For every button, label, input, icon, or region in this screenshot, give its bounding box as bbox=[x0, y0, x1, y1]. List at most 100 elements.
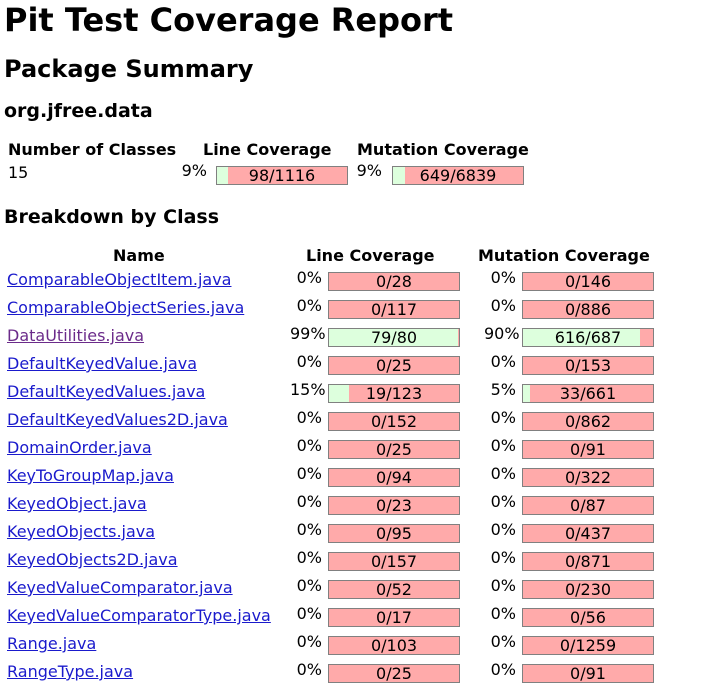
class-link[interactable]: KeyedObjects2D.java bbox=[7, 550, 178, 569]
line-coverage-bar: 0/23 bbox=[328, 496, 460, 515]
table-row: KeyedValueComparator.java 0% 0/52 0% 0/230 bbox=[0, 576, 709, 604]
line-coverage-bar-text: 0/28 bbox=[376, 272, 412, 291]
table-row: ComparableObjectSeries.java 0% 0/117 0% 0/88… bbox=[0, 296, 709, 324]
line-coverage-bar-text: 0/25 bbox=[376, 440, 412, 459]
mutation-coverage-bar-fill bbox=[523, 385, 530, 402]
class-link[interactable]: DomainOrder.java bbox=[7, 438, 152, 457]
mutation-coverage-bar-text: 0/437 bbox=[564, 524, 612, 543]
class-link[interactable]: Range.java bbox=[7, 634, 97, 653]
mutation-coverage-percent: 0% bbox=[490, 576, 516, 595]
class-link[interactable]: KeyToGroupMap.java bbox=[7, 466, 174, 485]
mutation-coverage-bar-text: 616/687 bbox=[554, 328, 622, 347]
line-coverage-percent: 9% bbox=[181, 161, 207, 180]
line-coverage-percent: 0% bbox=[296, 436, 322, 455]
mutation-coverage-bar-text: 0/91 bbox=[570, 440, 606, 459]
line-coverage-percent: 0% bbox=[296, 660, 322, 679]
line-coverage-percent: 0% bbox=[296, 632, 322, 651]
mutation-coverage-bar: 33/661 bbox=[522, 384, 654, 403]
class-link[interactable]: ComparableObjectSeries.java bbox=[7, 298, 245, 317]
line-coverage-percent: 0% bbox=[296, 464, 322, 483]
column-header-line-coverage: Line Coverage bbox=[306, 246, 435, 265]
line-coverage-bar-text: 0/117 bbox=[370, 300, 418, 319]
line-coverage-bar: 0/25 bbox=[328, 664, 460, 683]
package-name: org.jfree.data bbox=[4, 100, 153, 122]
mutation-coverage-percent: 0% bbox=[490, 548, 516, 567]
mutation-coverage-bar-text: 0/146 bbox=[564, 272, 612, 291]
line-coverage-percent: 99% bbox=[290, 324, 326, 343]
mutation-coverage-percent: 0% bbox=[490, 604, 516, 623]
line-coverage-percent: 15% bbox=[290, 380, 326, 399]
table-row: ComparableObjectItem.java 0% 0/28 0% 0/146 bbox=[0, 268, 709, 296]
line-coverage-bar-text: 0/157 bbox=[370, 552, 418, 571]
class-link[interactable]: KeyedObjects.java bbox=[7, 522, 156, 541]
line-coverage-bar: 19/123 bbox=[328, 384, 460, 403]
mutation-coverage-bar-text: 33/661 bbox=[559, 384, 617, 403]
mutation-coverage-bar: 0/862 bbox=[522, 412, 654, 431]
class-link[interactable]: DataUtilities.java bbox=[7, 326, 145, 345]
table-row: DefaultKeyedValue.java 0% 0/25 0% 0/153 bbox=[0, 352, 709, 380]
class-link[interactable]: DefaultKeyedValues2D.java bbox=[7, 410, 228, 429]
mutation-coverage-percent: 5% bbox=[490, 380, 516, 399]
class-link[interactable]: KeyedObject.java bbox=[7, 494, 147, 513]
mutation-coverage-bar: 0/91 bbox=[522, 440, 654, 459]
class-link[interactable]: KeyedValueComparator.java bbox=[7, 578, 233, 597]
table-row: KeyedValueComparatorType.java 0% 0/17 0% 0/5… bbox=[0, 604, 709, 632]
line-coverage-bar-text: 0/152 bbox=[370, 412, 418, 431]
table-row: DefaultKeyedValues.java 15% 19/123 5% 33/661 bbox=[0, 380, 709, 408]
line-coverage-bar: 0/117 bbox=[328, 300, 460, 319]
mutation-coverage-percent: 0% bbox=[490, 408, 516, 427]
breakdown-title: Breakdown by Class bbox=[4, 206, 220, 228]
mutation-coverage-bar: 0/1259 bbox=[522, 636, 654, 655]
table-row: DefaultKeyedValues2D.java 0% 0/152 0% 0/862 bbox=[0, 408, 709, 436]
mutation-coverage-bar-text: 0/862 bbox=[564, 412, 612, 431]
mutation-coverage-percent: 0% bbox=[490, 520, 516, 539]
line-coverage-bar: 0/28 bbox=[328, 272, 460, 291]
table-row: KeyedObjects2D.java 0% 0/157 0% 0/871 bbox=[0, 548, 709, 576]
number-of-classes-value: 15 bbox=[8, 163, 29, 182]
mutation-coverage-percent: 90% bbox=[484, 324, 520, 343]
line-coverage-percent: 0% bbox=[296, 548, 322, 567]
class-link[interactable]: DefaultKeyedValue.java bbox=[7, 354, 198, 373]
mutation-coverage-bar-text: 0/91 bbox=[570, 664, 606, 683]
header-number-of-classes: Number of Classes bbox=[8, 140, 177, 159]
column-header-mutation-coverage: Mutation Coverage bbox=[478, 246, 650, 265]
mutation-coverage-bar-fill bbox=[393, 167, 406, 184]
class-link[interactable]: ComparableObjectItem.java bbox=[7, 270, 232, 289]
mutation-coverage-bar: 649/6839 bbox=[392, 166, 524, 185]
mutation-coverage-bar-text: 0/886 bbox=[564, 300, 612, 319]
line-coverage-bar: 0/95 bbox=[328, 524, 460, 543]
mutation-coverage-bar-text: 0/56 bbox=[570, 608, 606, 627]
line-coverage-bar: 0/17 bbox=[328, 608, 460, 627]
mutation-coverage-percent: 9% bbox=[356, 161, 382, 180]
line-coverage-bar-text: 0/25 bbox=[376, 356, 412, 375]
mutation-coverage-bar: 0/871 bbox=[522, 552, 654, 571]
mutation-coverage-bar-text: 0/871 bbox=[564, 552, 612, 571]
class-link[interactable]: RangeType.java bbox=[7, 662, 134, 681]
mutation-coverage-bar-fill bbox=[523, 329, 640, 346]
mutation-coverage-bar: 0/87 bbox=[522, 496, 654, 515]
line-coverage-bar: 0/25 bbox=[328, 440, 460, 459]
line-coverage-bar: 0/25 bbox=[328, 356, 460, 375]
line-coverage-bar: 0/52 bbox=[328, 580, 460, 599]
table-row: DataUtilities.java 99% 79/80 90% 616/687 bbox=[0, 324, 709, 352]
mutation-coverage-percent: 0% bbox=[490, 268, 516, 287]
line-coverage-bar-text: 0/25 bbox=[376, 664, 412, 683]
line-coverage-percent: 0% bbox=[296, 492, 322, 511]
line-coverage-bar-fill bbox=[329, 385, 349, 402]
mutation-coverage-bar-text: 0/230 bbox=[564, 580, 612, 599]
line-coverage-percent: 0% bbox=[296, 296, 322, 315]
mutation-coverage-percent: 0% bbox=[490, 436, 516, 455]
table-row: Range.java 0% 0/103 0% 0/1259 bbox=[0, 632, 709, 660]
mutation-coverage-percent: 0% bbox=[490, 632, 516, 651]
table-row: KeyedObject.java 0% 0/23 0% 0/87 bbox=[0, 492, 709, 520]
line-coverage-bar-text: 19/123 bbox=[365, 384, 423, 403]
mutation-coverage-bar: 0/437 bbox=[522, 524, 654, 543]
line-coverage-bar-text: 0/17 bbox=[376, 608, 412, 627]
class-link[interactable]: KeyedValueComparatorType.java bbox=[7, 606, 271, 625]
line-coverage-bar: 0/103 bbox=[328, 636, 460, 655]
line-coverage-percent: 0% bbox=[296, 268, 322, 287]
page-title: Pit Test Coverage Report bbox=[4, 1, 454, 39]
header-mutation-coverage: Mutation Coverage bbox=[357, 140, 529, 159]
mutation-coverage-bar: 0/322 bbox=[522, 468, 654, 487]
class-link[interactable]: DefaultKeyedValues.java bbox=[7, 382, 206, 401]
